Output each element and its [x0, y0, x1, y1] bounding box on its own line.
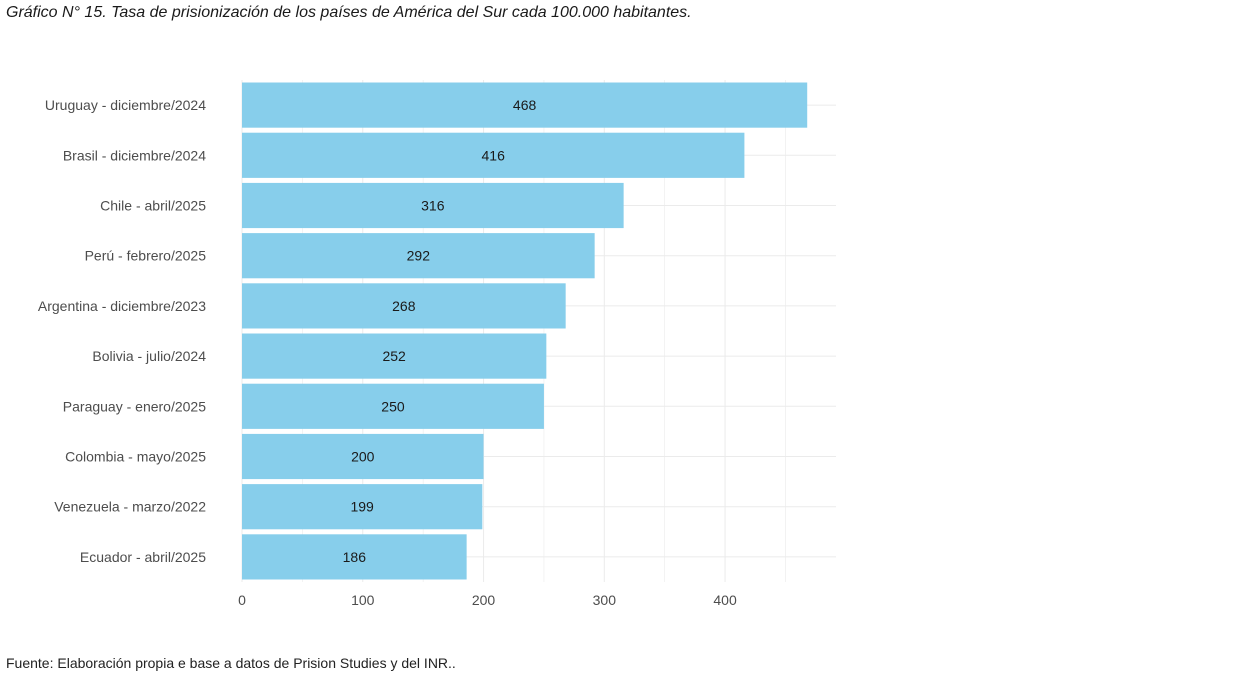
bar-value-label: 316: [421, 198, 445, 214]
bar: [242, 132, 745, 178]
x-tick-label: 400: [713, 592, 737, 608]
category-label: Perú - febrero/2025: [85, 248, 207, 264]
bar: [242, 433, 484, 480]
bar-value-label: 416: [482, 147, 506, 163]
bar: [242, 182, 624, 229]
category-label: Chile - abril/2025: [100, 198, 206, 214]
category-label: Colombia - mayo/2025: [65, 449, 206, 465]
bar-value-label: 252: [382, 348, 406, 364]
bar: [242, 333, 547, 379]
chart-title: Gráfico N° 15. Tasa de prisionización de…: [6, 4, 692, 21]
bar-value-label: 199: [350, 499, 374, 515]
bar-value-label: 468: [513, 97, 537, 113]
bar-value-label: 186: [343, 549, 367, 565]
x-tick-labels: 0 100 200 300 400: [238, 592, 737, 608]
bar: [242, 233, 595, 279]
x-tick-label: 0: [238, 592, 246, 608]
category-label: Brasil - diciembre/2024: [63, 147, 206, 163]
category-label: Argentina - diciembre/2023: [38, 298, 206, 314]
category-label: Uruguay - diciembre/2024: [45, 97, 206, 113]
category-labels: Uruguay - diciembre/2024 Brasil - diciemb…: [38, 97, 206, 565]
category-label: Bolivia - julio/2024: [92, 348, 206, 364]
bar: [242, 283, 566, 329]
bar-value-label: 292: [407, 248, 431, 264]
category-label: Paraguay - enero/2025: [63, 398, 206, 414]
bar-value-label: 200: [351, 449, 375, 465]
category-label: Ecuador - abril/2025: [80, 549, 206, 565]
bar-chart: 468 416 316 292 268 252 250 200 199 186 Uruguay -…: [38, 80, 836, 608]
category-label: Venezuela - marzo/2022: [54, 499, 206, 515]
bar: [242, 534, 467, 580]
chart-source-note: Fuente: Elaboración propia e base a dato…: [6, 655, 456, 671]
bar: [242, 82, 808, 128]
value-labels: 468 416 316 292 268 252 250 200 199 186: [343, 97, 537, 565]
x-tick-label: 100: [351, 592, 375, 608]
bar-value-label: 268: [392, 298, 416, 314]
bars: [242, 82, 808, 580]
bar-value-label: 250: [381, 398, 405, 414]
bar: [242, 383, 544, 429]
x-tick-label: 300: [593, 592, 617, 608]
x-tick-label: 200: [472, 592, 496, 608]
bar: [242, 484, 483, 530]
